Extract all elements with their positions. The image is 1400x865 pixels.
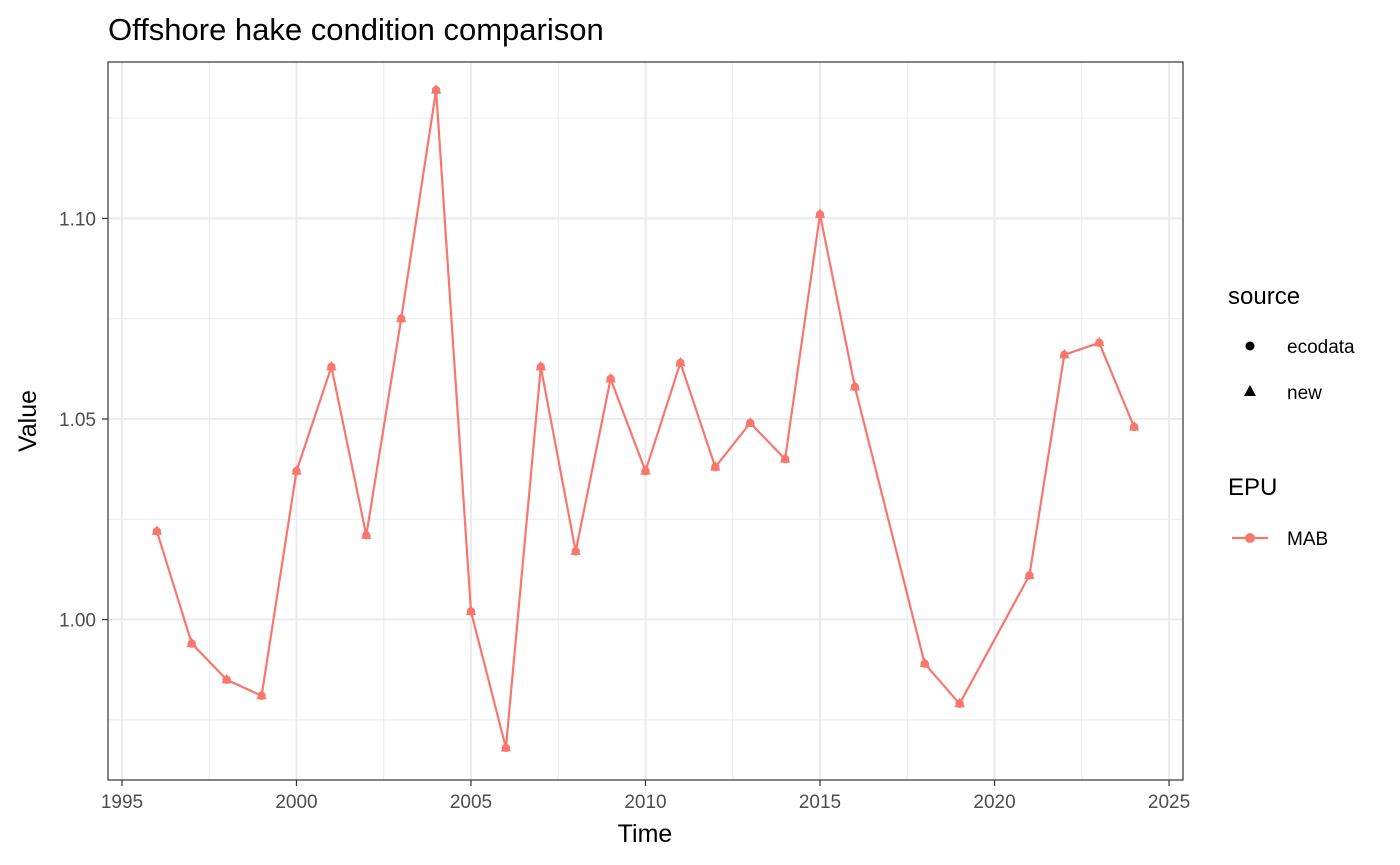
legend-ecodata-key <box>1245 341 1255 351</box>
data-point-new <box>221 673 232 684</box>
data-point-new <box>849 380 861 391</box>
y-tick-label: 1.05 <box>59 410 96 431</box>
data-point-new <box>814 208 826 218</box>
data-point-new <box>570 545 581 555</box>
x-tick-label: 2025 <box>1148 792 1190 813</box>
legend-epu: EPU MAB <box>1228 474 1328 550</box>
data-point-new <box>640 465 651 475</box>
x-tick-label: 2020 <box>973 792 1015 813</box>
data-point-new <box>710 461 721 471</box>
data-point-new <box>1094 336 1105 347</box>
x-tick-label: 2010 <box>624 792 666 813</box>
y-axis: 1.00 1.05 1.10 <box>59 209 108 632</box>
data-point-new <box>430 84 442 94</box>
x-axis: 1995 2000 2005 2010 2015 2020 2025 <box>101 780 1190 813</box>
legend-epu-title: EPU <box>1228 474 1277 501</box>
major-gridlines <box>108 62 1183 780</box>
x-axis-title: Time <box>618 820 673 848</box>
data-point-new <box>605 372 616 383</box>
data-point-new <box>395 312 407 323</box>
legend-ecodata-label: ecodata <box>1287 337 1355 358</box>
data-point-new <box>954 697 965 708</box>
legend-source: source ecodata new <box>1228 283 1355 404</box>
data-point-new <box>1059 348 1070 359</box>
data-point-new <box>465 605 477 616</box>
y-tick-label: 1.10 <box>59 209 96 230</box>
data-point-new <box>291 465 302 475</box>
x-tick-label: 1995 <box>101 792 143 813</box>
data-point-new <box>1128 421 1140 431</box>
legend-mab-label: MAB <box>1287 529 1328 550</box>
x-tick-label: 2015 <box>799 792 841 813</box>
legend-source-title: source <box>1228 283 1300 310</box>
data-point-new <box>779 453 791 463</box>
data-point-new <box>256 689 267 700</box>
series-layer <box>151 84 1140 753</box>
data-point-new <box>675 356 686 367</box>
x-tick-label: 2005 <box>450 792 492 813</box>
legend-new-label: new <box>1287 383 1322 404</box>
legend-mab-point <box>1245 533 1255 543</box>
y-tick-label: 1.00 <box>59 611 96 632</box>
y-axis-title: Value <box>14 390 42 452</box>
data-point-new <box>919 657 930 668</box>
data-point-new <box>186 637 197 648</box>
data-point-new <box>1024 569 1035 579</box>
x-tick-label: 2000 <box>275 792 317 813</box>
data-point-new <box>151 525 163 535</box>
data-point-new <box>361 529 372 539</box>
data-point-new <box>535 360 546 371</box>
data-point-new <box>500 741 512 752</box>
data-point-new <box>745 417 756 427</box>
chart-title: Offshore hake condition comparison <box>108 12 604 47</box>
legend-new-key <box>1244 385 1256 396</box>
data-point-new <box>326 360 337 371</box>
